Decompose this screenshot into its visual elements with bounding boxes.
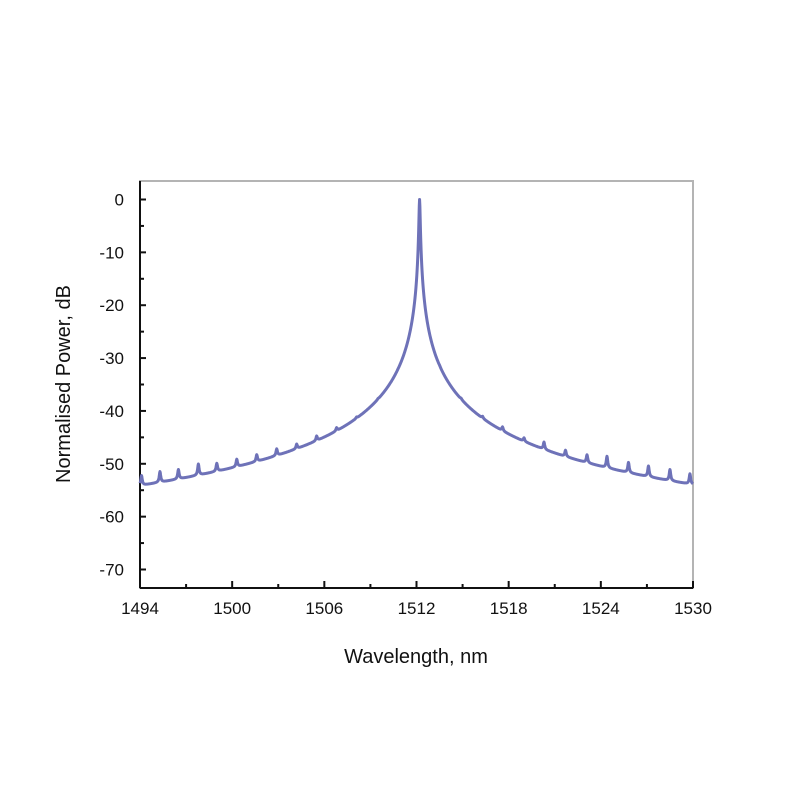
y-tick-label: -60 <box>99 508 124 527</box>
y-tick-label: -20 <box>99 296 124 315</box>
x-axis-ticks: 1494 1500 1506 1512 1518 1524 1530 <box>121 581 712 618</box>
x-tick-label: 1524 <box>582 599 620 618</box>
y-tick-label: 0 <box>115 191 124 210</box>
x-tick-label: 1530 <box>674 599 712 618</box>
y-axis-title: Normalised Power, dB <box>53 285 75 483</box>
y-tick-label: -10 <box>99 243 124 262</box>
spectrum-series-line <box>138 198 695 486</box>
x-tick-label: 1512 <box>398 599 436 618</box>
x-tick-label: 1518 <box>490 599 528 618</box>
x-tick-label: 1494 <box>121 599 159 618</box>
y-tick-label: -40 <box>99 402 124 421</box>
y-tick-label: -70 <box>99 561 124 580</box>
y-tick-label: -50 <box>99 455 124 474</box>
y-axis-ticks: 0 -10 -20 -30 -40 -50 -60 -70 <box>99 191 146 580</box>
x-tick-label: 1500 <box>213 599 251 618</box>
x-tick-label: 1506 <box>305 599 343 618</box>
plot-frame <box>139 180 694 589</box>
x-axis-title: Wavelength, nm <box>344 646 488 668</box>
y-tick-label: -30 <box>99 349 124 368</box>
